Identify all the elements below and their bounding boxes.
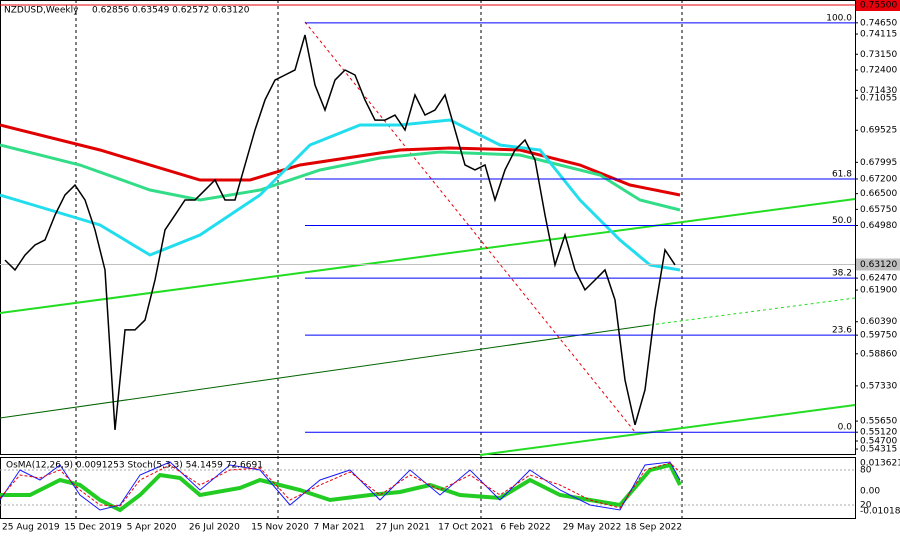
price-line	[4, 34, 676, 430]
indicator-title: OsMA(12,26,9) 0.0091253 Stoch(5,3,3) 54.…	[6, 461, 263, 471]
x-tick-label: 25 Aug 2019	[2, 523, 60, 533]
fib-label: 38.2	[832, 269, 852, 279]
y-tick-label: 0.54700	[860, 437, 897, 447]
frame	[0, 0, 856, 519]
y-tick-label: 0.73150	[860, 50, 897, 60]
x-tick-label: 6 Feb 2022	[500, 523, 550, 533]
indicator-axis-label: 0.0136211	[860, 459, 900, 469]
y-tick-label: 0.57330	[860, 381, 897, 391]
indicator-axis-label: 0.00	[860, 487, 880, 497]
y-tick-label: 0.67200	[860, 174, 897, 184]
fib-label: 23.6	[832, 326, 852, 336]
x-tick-label: 15 Dec 2019	[64, 523, 122, 533]
level-label: 0.63120	[860, 260, 897, 270]
indicator-axis-label: -0.010181	[860, 507, 900, 517]
y-tick-label: 0.66500	[860, 189, 897, 199]
fib-label: 0.0	[838, 423, 853, 433]
x-tick-label: 17 Oct 2021	[438, 523, 494, 533]
indicator-axis-label: 80	[860, 466, 872, 476]
period-separators	[75, 0, 683, 518]
level-badge	[856, 258, 900, 271]
x-tick-label: 15 Nov 2020	[251, 523, 309, 533]
fib-label: 100.0	[826, 13, 852, 23]
y-tick-label: 0.62470	[860, 274, 897, 284]
y-tick-label: 0.67995	[860, 158, 897, 168]
y-tick-label: 0.54315	[860, 445, 897, 455]
y-tick-label: 0.55120	[860, 428, 897, 438]
quote: 0.62856 0.63549 0.62572 0.63120	[92, 6, 250, 16]
x-tick-label: 7 Mar 2021	[314, 523, 365, 533]
x-tick-label: 18 Sep 2022	[625, 523, 682, 533]
y-tick-label: 0.65750	[860, 205, 897, 215]
y-tick-label: 0.59750	[860, 331, 897, 341]
trend-lines	[0, 21, 856, 456]
y-tick-label: 0.60390	[860, 317, 897, 327]
level-label: 0.75500	[860, 1, 897, 11]
x-tick-label: 29 May 2022	[563, 523, 622, 533]
y-tick-label: 0.74650	[860, 18, 897, 28]
indicator-axis-label: 20	[860, 501, 872, 511]
chart-title: NZDUSD,Weekly	[4, 6, 79, 16]
oscillator	[0, 461, 855, 513]
y-tick-label: 0.64980	[860, 221, 897, 231]
y-tick-label: 0.71055	[860, 94, 897, 104]
y-tick-label: 0.69525	[860, 126, 897, 136]
x-tick-label: 5 Apr 2020	[127, 523, 177, 533]
x-tick-label: 27 Jun 2021	[376, 523, 430, 533]
fib-label: 50.0	[832, 216, 852, 226]
fib-label: 61.8	[832, 169, 852, 179]
y-tick-label: 0.58860	[860, 349, 897, 359]
y-tick-label: 0.74115	[860, 30, 897, 40]
y-tick-label: 0.55650	[860, 417, 897, 427]
y-tick-label: 0.61900	[860, 286, 897, 296]
y-tick-label: 0.72400	[860, 65, 897, 75]
y-tick-label: 0.71430	[860, 86, 897, 96]
level-badge	[856, 0, 900, 11]
x-tick-label: 26 Jul 2020	[189, 523, 240, 533]
